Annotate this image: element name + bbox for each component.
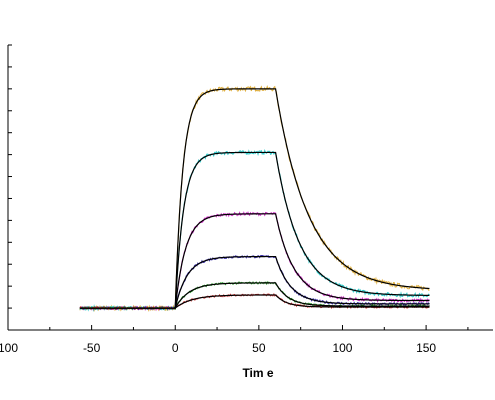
x-tick-label: -50: [83, 341, 101, 355]
series-line-2: [79, 149, 430, 313]
axes: 100 -50 0 50 100 150: [0, 44, 493, 355]
fit-line-1: [79, 88, 430, 309]
x-tick-label: 50: [252, 341, 266, 355]
fit-layer: [79, 88, 430, 309]
x-tick-label: 150: [416, 341, 436, 355]
series-line-1: [79, 84, 430, 312]
series-layer: [79, 84, 430, 313]
fit-line-6: [79, 294, 430, 309]
x-tick-label: 100: [332, 341, 352, 355]
x-tick-label: 100: [0, 341, 18, 355]
x-tick-label: 0: [172, 341, 179, 355]
x-axis-title: Tim e: [242, 366, 273, 380]
fit-line-2: [79, 151, 430, 309]
